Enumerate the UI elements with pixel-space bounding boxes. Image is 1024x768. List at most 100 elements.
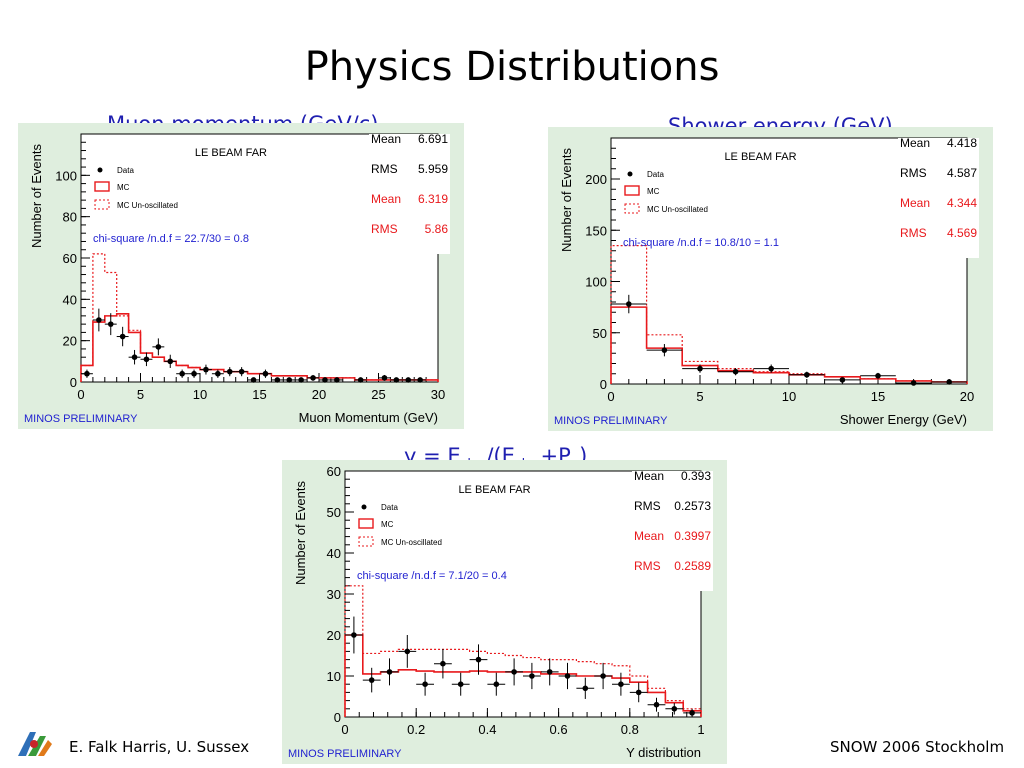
data-point	[671, 706, 678, 712]
y-tick-label: 30	[327, 587, 341, 602]
plot-header: LE BEAM FAR	[724, 151, 796, 163]
y-tick-label: 80	[63, 210, 77, 225]
legend-mc-label: MC	[117, 183, 130, 192]
y-tick-label: 150	[585, 223, 607, 238]
shower-energy-plot: 0 5 10 15 20 0 50 100 150 200 Shower Energy (GeV) N…	[548, 127, 993, 431]
legend-mc-unosc-label: MC Un-oscillated	[381, 538, 442, 547]
legend-data-label: Data	[647, 170, 664, 179]
data-point	[804, 371, 810, 378]
stats-box	[632, 471, 713, 591]
data-point	[262, 370, 269, 377]
stats-value: 0.3997	[674, 529, 711, 543]
data-point	[732, 368, 739, 375]
data-point	[946, 379, 952, 385]
x-tick-label: 0.6	[550, 722, 568, 737]
x-tick-label: 5	[137, 387, 144, 402]
x-axis-label: Shower Energy (GeV)	[840, 412, 967, 427]
data-point	[697, 365, 703, 372]
y-tick-label: 0	[70, 375, 77, 390]
y-tick-label: 20	[327, 628, 341, 643]
data-point	[875, 373, 881, 379]
data-point	[84, 370, 90, 377]
stats-label: Mean	[900, 136, 930, 150]
data-point	[357, 377, 364, 383]
y-tick-label: 40	[63, 292, 77, 307]
x-tick-label: 15	[252, 387, 266, 402]
data-point	[626, 301, 632, 307]
chi-square-label: chi-square /n.d.f = 7.1/20 = 0.4	[357, 570, 507, 582]
legend-mc-unosc-marker	[624, 203, 640, 214]
stats-value: 4.344	[947, 196, 977, 210]
data-point	[334, 377, 340, 383]
data-point	[179, 370, 185, 377]
stats-value: 4.569	[947, 226, 977, 240]
legend-mc-marker	[624, 185, 640, 196]
legend-mc-unosc-marker	[358, 536, 374, 547]
stats-value: 5.959	[418, 162, 448, 176]
chi-square-label: chi-square /n.d.f = 10.8/10 = 1.1	[623, 237, 779, 249]
data-point	[386, 669, 393, 675]
legend-data-marker	[361, 504, 367, 510]
data-point	[274, 377, 281, 383]
stats-box	[369, 134, 450, 254]
muon-momentum-plot: 0 5 10 15 20 25 30 0 20 40 60 80 100 Muon Momentum (G…	[18, 123, 464, 429]
data-point	[475, 656, 482, 663]
data-point	[661, 347, 668, 353]
x-tick-label: 25	[371, 387, 385, 402]
muon-momentum-chart: 0 5 10 15 20 25 30 0 20 40 60 80 100 Muon Momentum (G…	[18, 123, 464, 429]
stats-value: 0.2589	[674, 559, 711, 573]
stats-value: 0.393	[681, 469, 711, 483]
legend-mc-unosc-label: MC Un-oscillated	[647, 205, 708, 214]
x-tick-label: 10	[782, 389, 796, 404]
stats-value: 0.2573	[674, 499, 711, 513]
y-tick-label: 20	[63, 334, 77, 349]
stats-label: Mean	[634, 529, 664, 543]
stats-value: 6.691	[418, 132, 448, 146]
preliminary-label: MINOS PRELIMINARY	[554, 415, 668, 427]
x-tick-label: 0	[341, 722, 348, 737]
data-point	[910, 380, 917, 386]
x-tick-label: 15	[871, 389, 885, 404]
stats-value: 6.319	[418, 192, 448, 206]
y-tick-label: 10	[327, 669, 341, 684]
data-point	[381, 375, 388, 381]
data-point	[618, 681, 624, 687]
x-tick-label: 30	[431, 387, 445, 402]
legend-mc-unosc-marker	[94, 199, 110, 210]
stats-label: RMS	[371, 222, 398, 236]
y-axis-label: Number of Events	[559, 148, 574, 253]
data-point	[203, 366, 209, 373]
y-tick-label: 200	[585, 172, 607, 187]
x-axis-label: Y distribution	[626, 745, 701, 760]
y-tick-label: 40	[327, 546, 341, 561]
data-point	[96, 317, 102, 323]
stats-label: RMS	[634, 559, 661, 573]
legend-mc-label: MC	[647, 187, 660, 196]
data-point	[417, 377, 423, 383]
data-point	[119, 333, 126, 340]
y-axis-label: Number of Events	[293, 481, 308, 586]
data-point	[298, 377, 304, 383]
x-tick-label: 20	[312, 387, 326, 402]
x-tick-label: 0.8	[621, 722, 639, 737]
y-tick-label: 60	[63, 251, 77, 266]
footer-conference: SNOW 2006 Stockholm	[830, 738, 1005, 756]
preliminary-label: MINOS PRELIMINARY	[288, 748, 402, 760]
data-point	[529, 673, 535, 679]
data-point	[167, 358, 174, 365]
legend-data-marker	[97, 167, 103, 173]
y-tick-label: 60	[327, 464, 341, 479]
stats-label: Mean	[634, 469, 664, 483]
data-point	[546, 669, 553, 675]
y-tick-label: 0	[334, 710, 341, 725]
y-distribution-plot: 0 0.2 0.4 0.6 0.8 1 0 10 20 30 40 50 60 Y distributio…	[282, 460, 727, 764]
data-point	[582, 685, 589, 692]
legend-mc-marker	[94, 181, 110, 192]
x-tick-label: 1	[697, 722, 704, 737]
data-point	[511, 669, 517, 675]
data-point	[422, 681, 428, 687]
data-point	[226, 368, 233, 375]
x-tick-label: 10	[193, 387, 207, 402]
data-point	[653, 701, 660, 708]
